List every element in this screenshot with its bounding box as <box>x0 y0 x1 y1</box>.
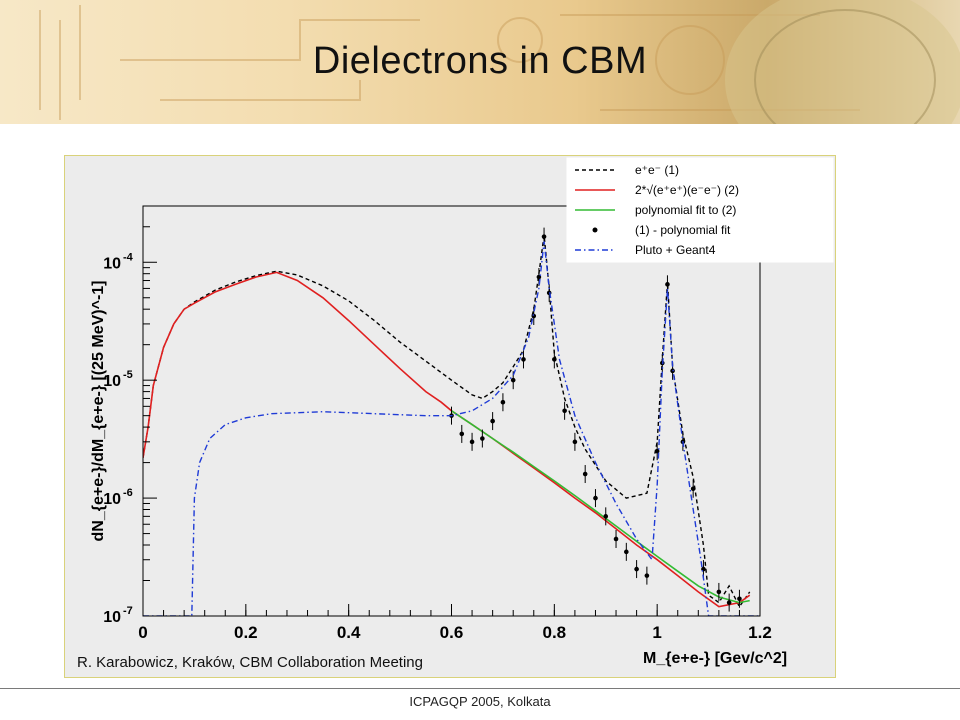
series-3-point <box>726 600 732 605</box>
credit-text: R. Karabowicz, Kraków, CBM Collaboration… <box>77 654 423 671</box>
legend-label: (1) - polynomial fit <box>635 223 731 237</box>
series-3-point <box>644 573 650 578</box>
series-3-point <box>624 549 629 555</box>
series-3-point <box>510 377 516 383</box>
plot-series-group <box>143 227 760 616</box>
y-tick-label: 10 <box>103 491 121 508</box>
y-tick-label: 10 <box>103 373 121 390</box>
x-tick-label: 0.8 <box>543 623 567 642</box>
series-3-point <box>521 357 526 362</box>
x-axis-label: M_{e+e-} [Gev/c^2] <box>643 650 787 667</box>
y-tick-exponent: -6 <box>123 487 133 499</box>
y-tick-exponent: -7 <box>123 605 133 617</box>
series-3-point <box>459 431 465 437</box>
series-3-point <box>572 439 578 445</box>
x-tick-label: 0.4 <box>337 623 361 642</box>
plot-area <box>143 206 760 616</box>
series-3-point <box>541 234 547 239</box>
axis-labels: M_{e+e-} [Gev/c^2] dN_{e+e-}/dM_{e+e-} [(… <box>77 281 787 671</box>
legend-label: 2*√(e⁺e⁺)(e⁻e⁻) (2) <box>635 183 739 197</box>
series-3-point <box>665 282 670 287</box>
series-3-point <box>613 536 619 542</box>
y-tick-label: 10 <box>103 255 121 272</box>
series-3-point <box>593 495 598 501</box>
legend-label: e⁺e⁻ (1) <box>635 163 679 177</box>
chart-panel: 0 0.2 0.4 0.6 0.8 1 1.2 10 -4 10 -5 10 -6 10 -7 e⁺e⁻ (… <box>64 155 836 678</box>
series-3-point <box>690 486 696 492</box>
x-tick-label: 0 <box>138 623 147 642</box>
slide-footer: ICPAGQP 2005, Kolkata <box>409 694 551 709</box>
y-axis-label: dN_{e+e-}/dM_{e+e-} [(25 MeV)^-1] <box>90 281 107 542</box>
legend-marker <box>592 227 598 233</box>
series-3-point <box>490 418 495 424</box>
axes: 0 0.2 0.4 0.6 0.8 1 1.210-410-510-610-7 <box>103 205 772 642</box>
y-tick-exponent: -4 <box>123 251 134 263</box>
series-3-point <box>469 439 475 445</box>
series-3-point <box>603 514 609 519</box>
x-tick-label: 1.2 <box>748 623 772 642</box>
legend-label: polynomial fit to (2) <box>635 203 736 217</box>
x-tick-label: 0.6 <box>440 623 464 642</box>
series-3-point <box>634 566 639 572</box>
series-3-point <box>562 408 567 414</box>
y-tick-label: 10 <box>103 609 121 626</box>
series-3-point <box>737 596 742 602</box>
x-tick-label: 1 <box>652 623 661 642</box>
legend-label: Pluto + Geant4 <box>635 243 716 257</box>
series-3-point <box>654 448 660 454</box>
series-1-line <box>143 271 751 608</box>
chart-svg: 0 0.2 0.4 0.6 0.8 1 1.210-410-510-610-7 e⁺e⁻ (… <box>77 157 834 671</box>
x-tick-label: 0.2 <box>234 623 258 642</box>
series-3-point <box>716 589 722 595</box>
series-3-point <box>480 436 485 441</box>
y-tick-exponent: -5 <box>123 369 133 381</box>
title-banner: Dielectrons in CBM <box>0 0 960 124</box>
series-3-point <box>582 471 588 477</box>
series-3-point <box>552 357 557 362</box>
series-3-point <box>531 313 537 319</box>
series-4-line <box>143 241 760 616</box>
slide-title: Dielectrons in CBM <box>312 40 648 82</box>
footer-divider <box>0 688 960 689</box>
series-3-point <box>500 399 506 405</box>
banner-decoration <box>39 0 960 124</box>
legend: e⁺e⁻ (1) 2*√(e⁺e⁺)(e⁻e⁻) (2) polynomial fi… <box>566 157 834 263</box>
